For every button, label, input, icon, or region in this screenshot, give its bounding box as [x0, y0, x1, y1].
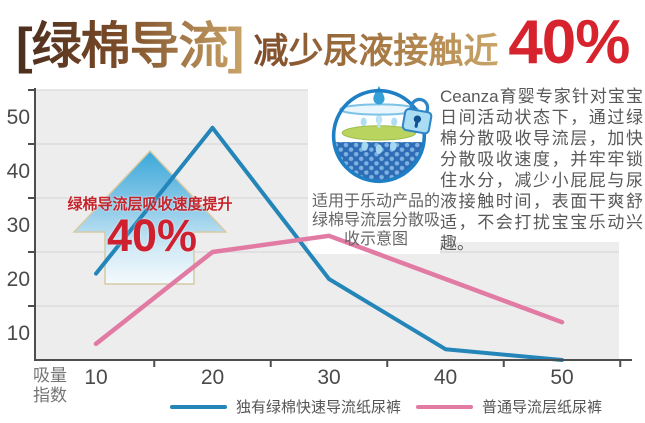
- headline-percent: 40%: [508, 8, 630, 77]
- absorption-diagram-icon: [331, 86, 433, 184]
- svg-text:20: 20: [7, 268, 30, 291]
- svg-text:40: 40: [434, 366, 457, 389]
- svg-text:30: 30: [7, 214, 30, 237]
- svg-text:10: 10: [84, 366, 107, 389]
- chart-series-group: 50 40 30 20 10 10 20 30 40 50: [7, 88, 632, 389]
- headline-subtitle-text: 减少尿液接触近: [253, 23, 498, 74]
- series-line-1: [93, 233, 565, 347]
- headline-bracket-text: [绿棉导流]: [16, 6, 244, 78]
- description-paragraph: Ceanza育婴专家针对宝宝日间活动状态下，通过绿棉分散吸收导流层，加快分散吸收…: [440, 87, 643, 253]
- svg-text:50: 50: [550, 366, 573, 389]
- water-drop-icon: [373, 86, 385, 105]
- svg-text:30: 30: [317, 366, 340, 389]
- diagram-caption: 适用于乐动产品的绿棉导流层分散吸收示意图: [311, 193, 440, 248]
- headline: [绿棉导流] 减少尿液接触近 40%: [16, 6, 630, 78]
- svg-text:50: 50: [7, 106, 30, 129]
- annotation-label: 绿棉导流层吸收速度提升: [67, 196, 233, 213]
- svg-text:20: 20: [201, 366, 224, 389]
- series-line-0: [94, 125, 564, 362]
- annotation-percent: 40%: [106, 210, 198, 261]
- legend-swatch-pink: [416, 404, 474, 409]
- chart-legend: 独有绿棉快速导流纸尿裤 普通导流层纸尿裤: [170, 396, 602, 417]
- legend-swatch-blue: [170, 404, 227, 409]
- y-axis-label: 吸量指数: [33, 366, 67, 405]
- svg-text:10: 10: [7, 322, 30, 345]
- svg-text:40: 40: [7, 160, 30, 183]
- legend-label-pink: 普通导流层纸尿裤: [482, 399, 603, 416]
- lock-icon: [401, 97, 433, 135]
- legend-label-blue: 独有绿棉快速导流纸尿裤: [236, 399, 402, 416]
